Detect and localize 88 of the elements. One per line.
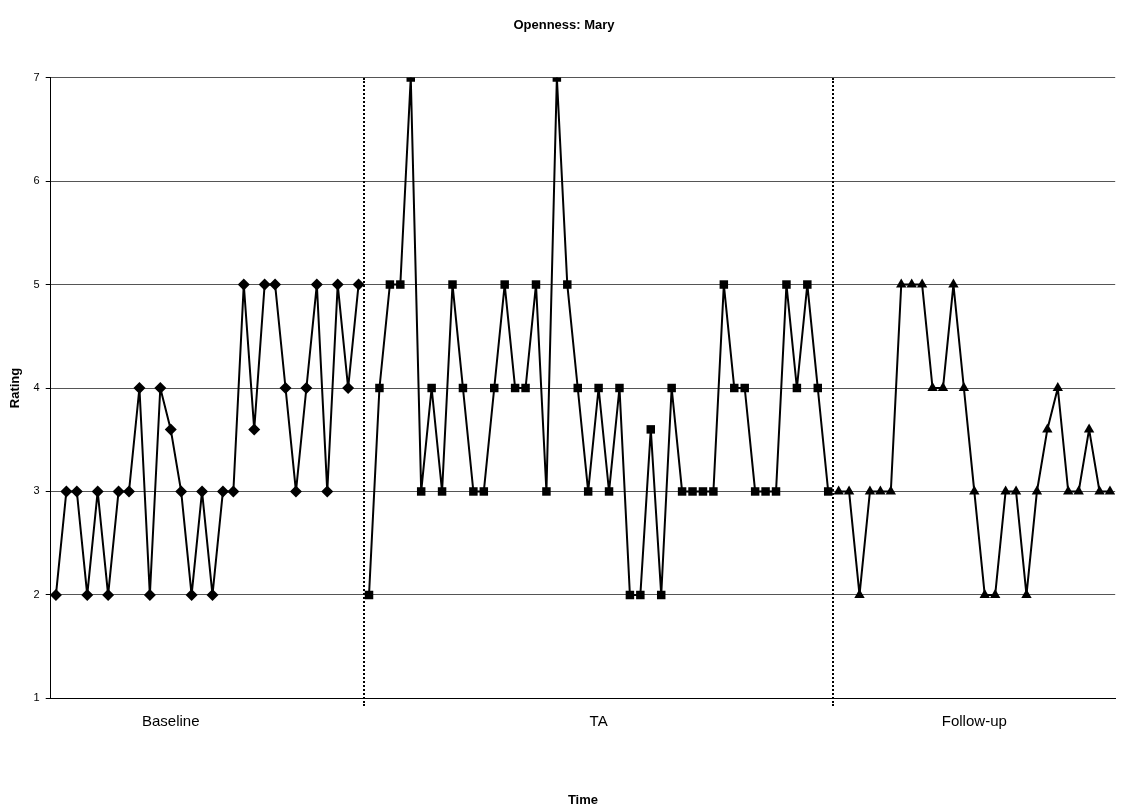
point bbox=[823, 487, 833, 496]
point bbox=[227, 485, 240, 498]
y-tick-label: 3 bbox=[33, 484, 40, 497]
point bbox=[864, 485, 876, 495]
point bbox=[750, 487, 760, 496]
point bbox=[594, 383, 603, 393]
point bbox=[719, 280, 729, 289]
point bbox=[196, 485, 209, 498]
point bbox=[782, 280, 791, 289]
point bbox=[248, 423, 261, 436]
point bbox=[427, 383, 436, 393]
y-tick-label: 6 bbox=[33, 174, 40, 187]
point bbox=[279, 382, 292, 394]
x-tick-label: TA bbox=[589, 711, 608, 729]
point bbox=[989, 588, 1001, 598]
point bbox=[342, 382, 355, 394]
x-tick-label: Follow-up bbox=[941, 711, 1007, 729]
point bbox=[91, 485, 104, 498]
point bbox=[469, 487, 478, 496]
point bbox=[289, 485, 302, 498]
point bbox=[1031, 485, 1043, 495]
point bbox=[133, 382, 146, 394]
point bbox=[112, 485, 125, 498]
point bbox=[937, 382, 949, 391]
point bbox=[385, 280, 395, 289]
point bbox=[646, 425, 656, 434]
point bbox=[688, 487, 697, 496]
point bbox=[122, 485, 135, 498]
point bbox=[948, 278, 959, 288]
point bbox=[60, 485, 73, 498]
point bbox=[396, 280, 405, 289]
point bbox=[331, 278, 344, 291]
y-tick-label: 7 bbox=[33, 70, 40, 83]
point bbox=[531, 280, 541, 289]
point bbox=[740, 383, 749, 393]
point bbox=[916, 278, 928, 288]
point bbox=[375, 383, 384, 393]
y-tick-label: 2 bbox=[33, 587, 40, 600]
point bbox=[1104, 485, 1116, 495]
point bbox=[803, 280, 812, 289]
point bbox=[300, 382, 313, 394]
point bbox=[448, 280, 457, 289]
point bbox=[563, 280, 572, 289]
point bbox=[573, 383, 582, 393]
point bbox=[164, 423, 177, 436]
point bbox=[843, 485, 855, 495]
point bbox=[479, 487, 489, 496]
point bbox=[615, 383, 624, 393]
point bbox=[771, 487, 781, 496]
point bbox=[636, 590, 645, 600]
point bbox=[154, 382, 167, 394]
point bbox=[321, 485, 334, 498]
point bbox=[761, 487, 770, 496]
point bbox=[437, 487, 447, 496]
point bbox=[70, 485, 83, 498]
point bbox=[896, 278, 907, 288]
point bbox=[906, 278, 917, 288]
point bbox=[542, 487, 551, 496]
point bbox=[1083, 423, 1095, 433]
y-tick-label: 5 bbox=[33, 277, 40, 290]
point bbox=[958, 382, 970, 391]
point bbox=[677, 487, 687, 496]
point bbox=[1052, 382, 1063, 391]
point bbox=[667, 383, 676, 393]
point bbox=[175, 485, 188, 498]
chart-title: Openness: Mary bbox=[513, 17, 616, 33]
x-axis-title: Time bbox=[567, 791, 599, 807]
point bbox=[310, 278, 323, 291]
point bbox=[258, 278, 271, 291]
point bbox=[927, 382, 938, 391]
point bbox=[500, 280, 509, 289]
point bbox=[709, 487, 718, 496]
y-axis-title: Rating bbox=[7, 367, 23, 409]
point bbox=[698, 487, 708, 496]
point bbox=[730, 383, 739, 393]
point bbox=[416, 487, 426, 496]
point bbox=[269, 278, 282, 291]
x-tick-label: Baseline bbox=[141, 711, 200, 729]
point bbox=[216, 485, 229, 498]
point bbox=[583, 487, 593, 496]
point bbox=[237, 278, 250, 291]
point bbox=[1010, 485, 1022, 495]
y-tick-label: 1 bbox=[33, 691, 40, 704]
point bbox=[979, 588, 990, 598]
point bbox=[604, 487, 614, 496]
point bbox=[352, 278, 365, 291]
point bbox=[521, 383, 530, 393]
y-tick-label: 4 bbox=[33, 381, 40, 394]
